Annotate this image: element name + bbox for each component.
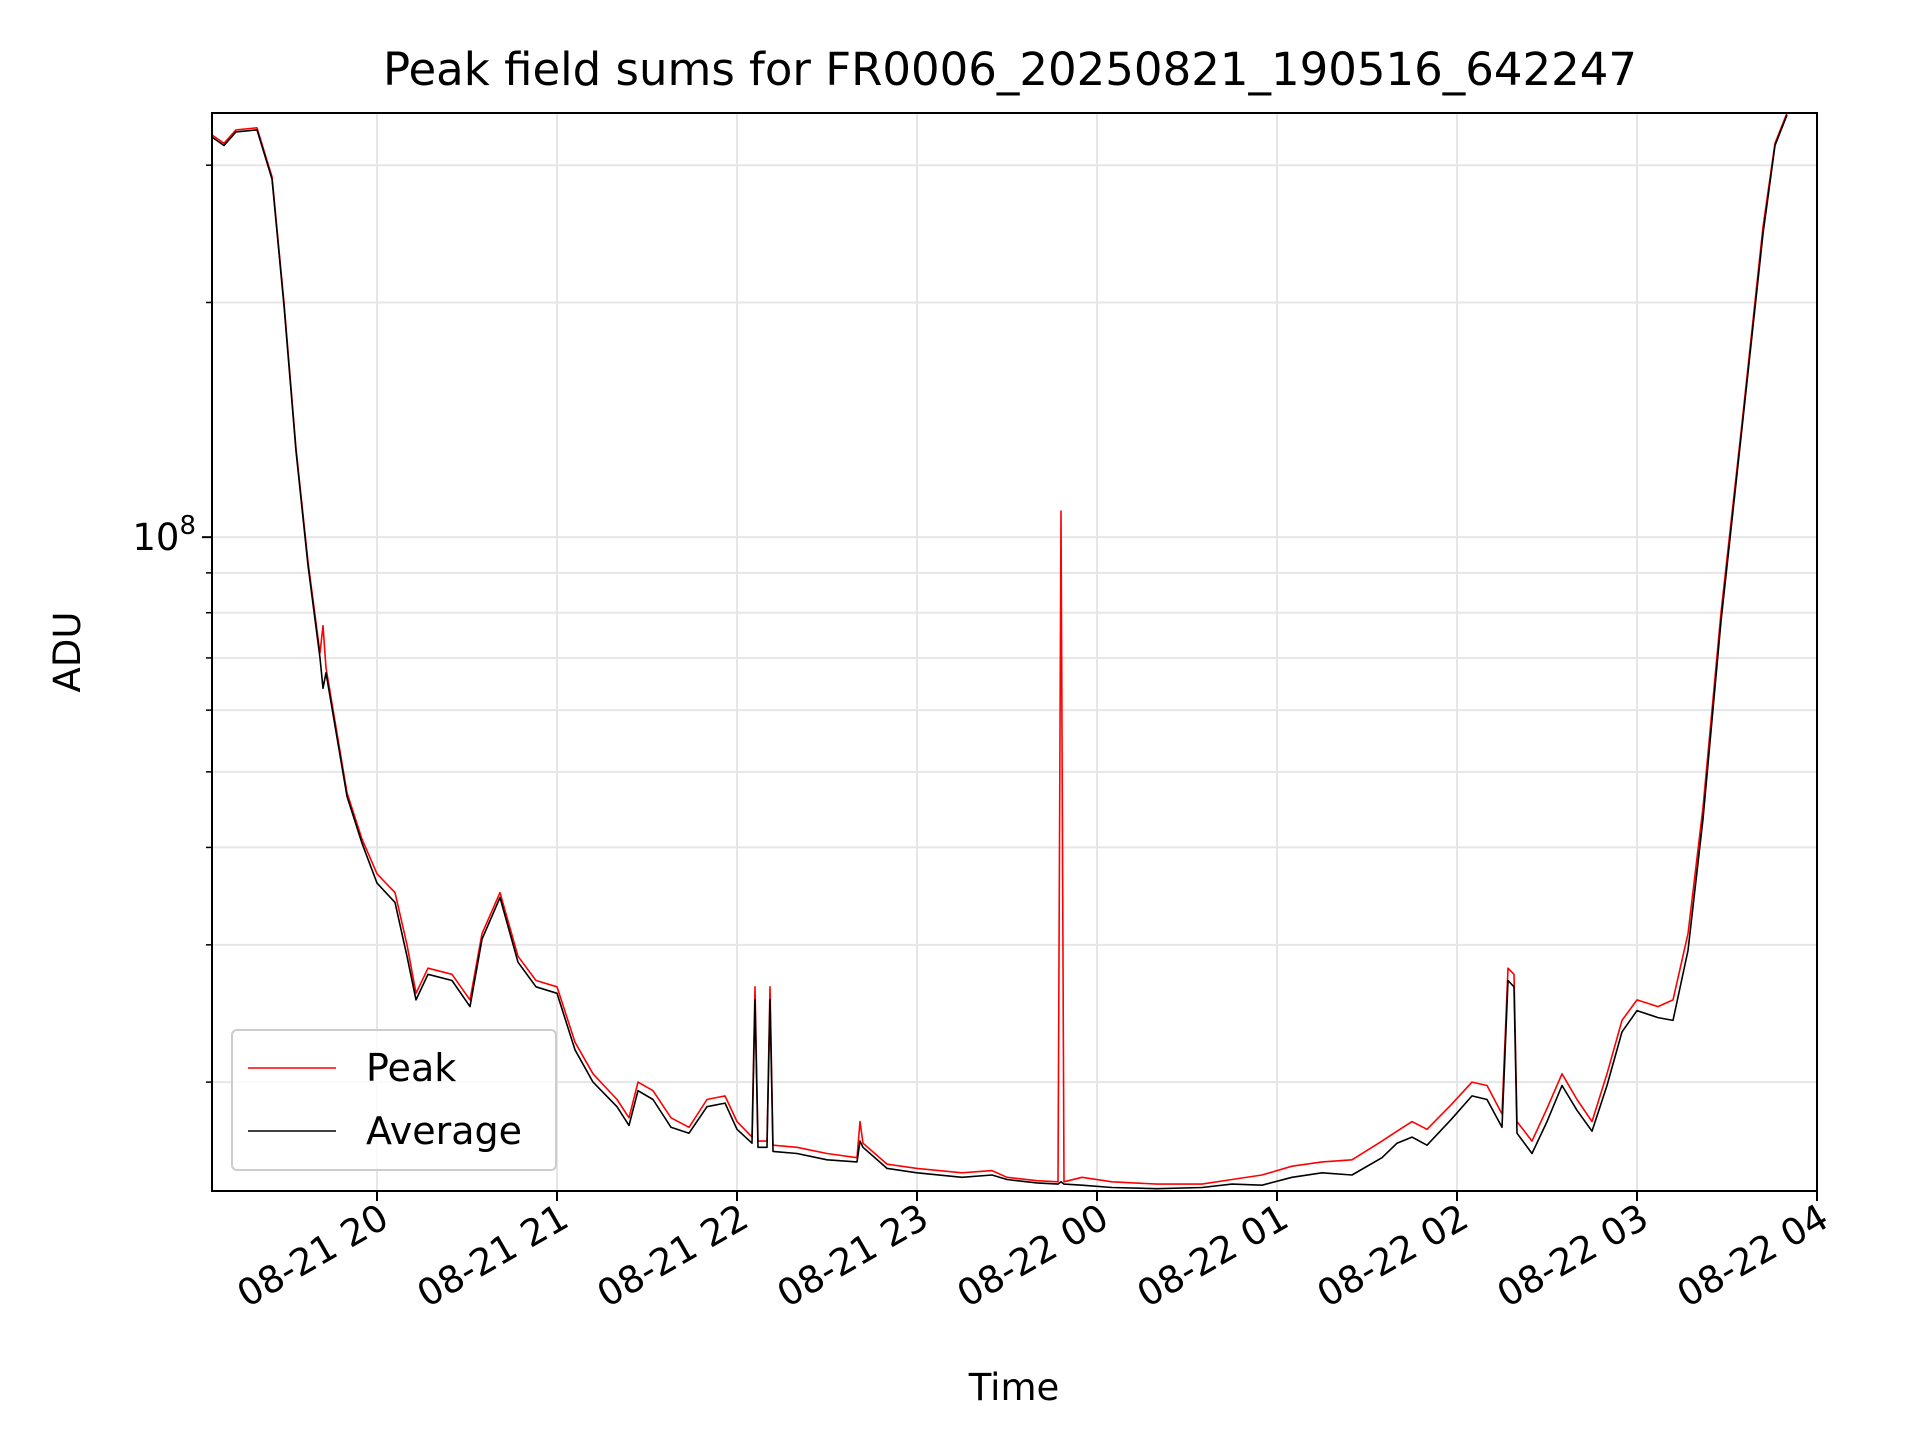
x-axis-label: Time — [968, 1366, 1060, 1409]
series-line-average — [211, 114, 1788, 1190]
chart-title: Peak field sums for FR0006_20250821_1905… — [383, 43, 1637, 96]
legend-label-peak: Peak — [366, 1046, 456, 1090]
legend-box — [231, 1029, 557, 1171]
y-tick-label: 108 — [132, 511, 196, 559]
series-layer — [211, 112, 1788, 1190]
series-line-peak — [211, 112, 1788, 1185]
legend-label-average: Average — [366, 1109, 522, 1153]
y-axis-label: ADU — [46, 612, 89, 693]
plot-frame — [211, 112, 1818, 1192]
legend: Peak Average — [231, 1029, 557, 1171]
